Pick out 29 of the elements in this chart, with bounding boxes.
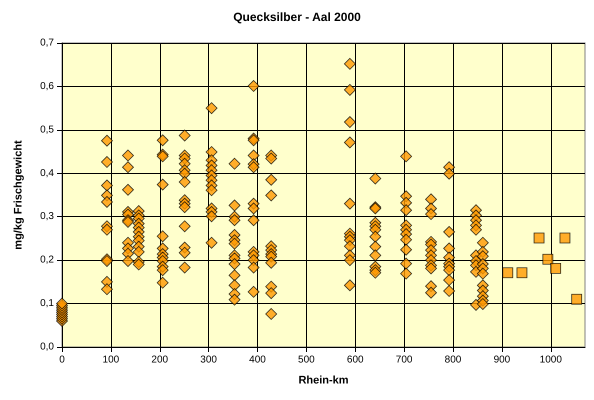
- x-tick-label: 800: [444, 354, 462, 366]
- point: [502, 267, 514, 278]
- x-tick-label: 0: [59, 354, 66, 366]
- y-tick-label: 0,7: [40, 38, 54, 48]
- x-tick-label: 100: [102, 354, 120, 366]
- y-tick-label: 0,3: [40, 211, 54, 222]
- x-tick-label: 1000: [540, 354, 562, 366]
- x-axis-title: Rhein-km: [298, 374, 349, 386]
- y-tick-label: 0,1: [40, 298, 54, 310]
- y-tick-label: 0,5: [40, 124, 54, 136]
- y-axis-title: mg/kg Frischgewicht: [12, 140, 24, 250]
- x-tick-label: 300: [200, 354, 218, 366]
- y-tick-label: 0,0: [40, 342, 54, 352]
- point: [571, 294, 582, 305]
- x-tick-label: 200: [151, 354, 169, 366]
- point: [550, 262, 562, 274]
- x-tick-label: 900: [494, 354, 511, 366]
- x-tick-label: 500: [298, 354, 316, 366]
- point: [516, 267, 528, 278]
- point: [560, 232, 570, 244]
- chart-title: Quecksilber - Aal 2000: [233, 10, 362, 24]
- point: [534, 232, 544, 244]
- x-tick-label: 700: [396, 354, 413, 366]
- y-tick-label: 0,4: [40, 168, 54, 179]
- x-tick-label: 600: [346, 354, 364, 366]
- y-tick-label: 0,2: [40, 254, 54, 266]
- y-tick-label: 0,6: [40, 80, 54, 92]
- point: [542, 254, 554, 265]
- x-tick-label: 400: [249, 354, 266, 366]
